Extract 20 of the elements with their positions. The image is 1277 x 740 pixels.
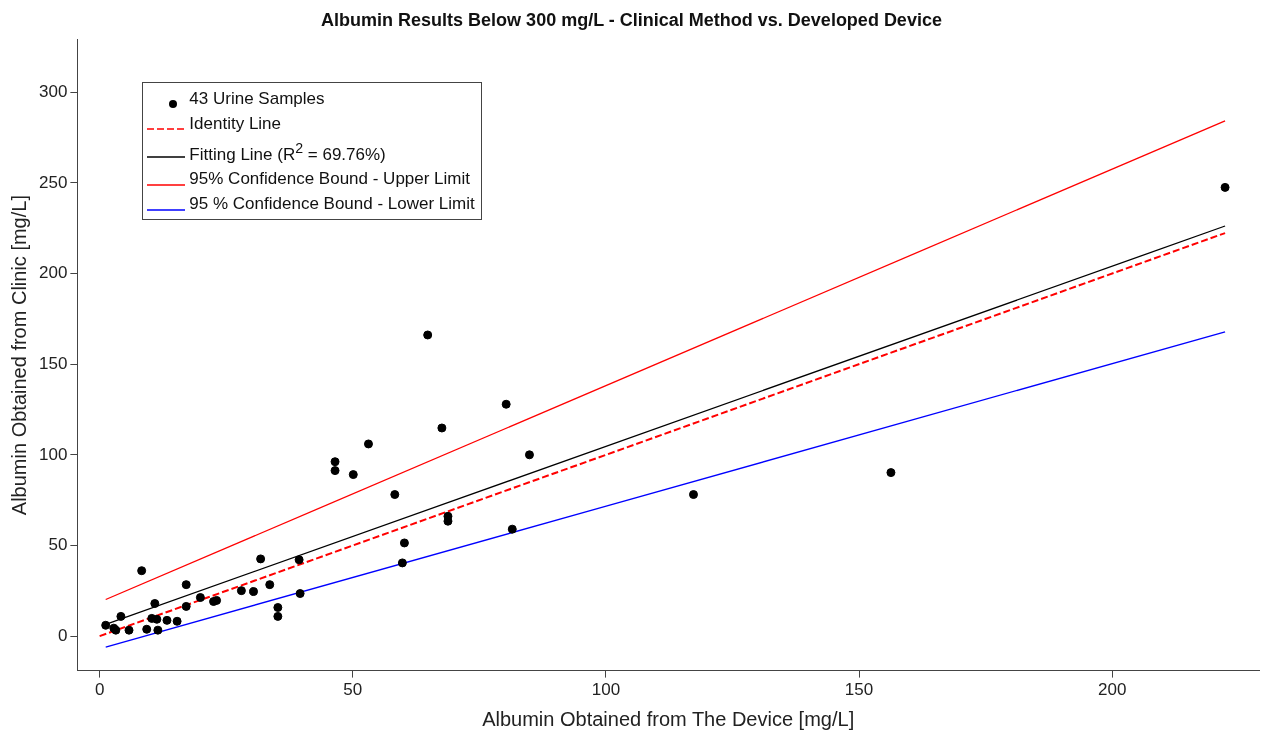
y-axis-title: Albumin Obtained from Clinic [mg/L] xyxy=(7,195,30,516)
legend-label: 43 Urine Samples xyxy=(189,87,325,110)
legend-label: Fitting Line (R$^{2}$ = 69.76%) xyxy=(189,138,386,166)
legend-label: 95% Confidence Bound - Upper Limit xyxy=(189,168,471,191)
y-tick-label: 0 xyxy=(57,625,68,645)
x-tick-label: 0 xyxy=(94,680,105,700)
x-tick-label: 150 xyxy=(844,680,874,700)
x-axis-title: Albumin Obtained from The Device [mg/L] xyxy=(482,707,855,730)
legend-label: Identity Line xyxy=(189,112,282,135)
y-tick-label: 200 xyxy=(38,263,68,283)
y-tick-label: 100 xyxy=(38,444,68,464)
y-tick-label: 50 xyxy=(48,535,68,555)
y-tick-label: 250 xyxy=(38,172,68,192)
legend-label: 95 % Confidence Bound - Lower Limit xyxy=(189,193,475,216)
chart-title: Albumin Results Below 300 mg/L - Clinical Method vs. Developed Device xyxy=(321,9,942,30)
x-tick-label: 50 xyxy=(343,680,363,700)
y-tick-label: 300 xyxy=(38,81,68,101)
x-tick-label: 200 xyxy=(1097,680,1127,700)
y-tick-label: 150 xyxy=(38,353,68,373)
x-tick-label: 100 xyxy=(591,680,621,700)
